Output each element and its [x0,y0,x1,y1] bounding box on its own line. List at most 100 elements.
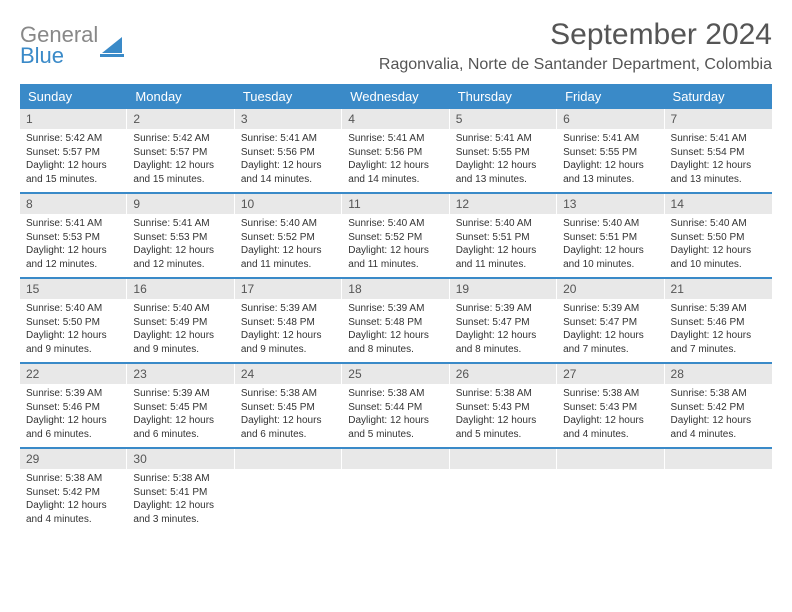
day-number: 4 [342,109,449,129]
day-number: . [450,449,557,469]
day-details: Sunrise: 5:38 AMSunset: 5:44 PMDaylight:… [342,384,449,447]
weekday-header: Tuesday [235,84,342,109]
day-number: 8 [20,194,127,214]
calendar-day: 22Sunrise: 5:39 AMSunset: 5:46 PMDayligh… [20,364,127,447]
day-number: 22 [20,364,127,384]
calendar-day: 6Sunrise: 5:41 AMSunset: 5:55 PMDaylight… [557,109,664,192]
day-number: 6 [557,109,664,129]
day-details: Sunrise: 5:39 AMSunset: 5:47 PMDaylight:… [450,299,557,362]
logo: General Blue [20,18,126,67]
day-number: 14 [665,194,772,214]
day-number: 25 [342,364,449,384]
month-title: September 2024 [379,18,772,52]
calendar-day: 1Sunrise: 5:42 AMSunset: 5:57 PMDaylight… [20,109,127,192]
day-number: 7 [665,109,772,129]
calendar-day: . [557,449,664,532]
weekday-header: Saturday [665,84,772,109]
day-details: Sunrise: 5:40 AMSunset: 5:52 PMDaylight:… [342,214,449,277]
day-details: Sunrise: 5:39 AMSunset: 5:47 PMDaylight:… [557,299,664,362]
day-number: 15 [20,279,127,299]
day-details: Sunrise: 5:41 AMSunset: 5:55 PMDaylight:… [450,129,557,192]
day-details: Sunrise: 5:38 AMSunset: 5:45 PMDaylight:… [235,384,342,447]
day-number: 28 [665,364,772,384]
day-details: Sunrise: 5:40 AMSunset: 5:49 PMDaylight:… [127,299,234,362]
calendar-day: 16Sunrise: 5:40 AMSunset: 5:49 PMDayligh… [127,279,234,362]
calendar-day: 2Sunrise: 5:42 AMSunset: 5:57 PMDaylight… [127,109,234,192]
day-number: 11 [342,194,449,214]
day-number: 16 [127,279,234,299]
day-details: Sunrise: 5:41 AMSunset: 5:53 PMDaylight:… [127,214,234,277]
day-details: Sunrise: 5:42 AMSunset: 5:57 PMDaylight:… [20,129,127,192]
weekday-header: Wednesday [342,84,449,109]
day-details: Sunrise: 5:39 AMSunset: 5:45 PMDaylight:… [127,384,234,447]
day-number: 18 [342,279,449,299]
calendar-day: 23Sunrise: 5:39 AMSunset: 5:45 PMDayligh… [127,364,234,447]
calendar-day: 28Sunrise: 5:38 AMSunset: 5:42 PMDayligh… [665,364,772,447]
calendar-day: 8Sunrise: 5:41 AMSunset: 5:53 PMDaylight… [20,194,127,277]
day-details: Sunrise: 5:38 AMSunset: 5:42 PMDaylight:… [20,469,127,532]
weekday-header: Sunday [20,84,127,109]
calendar-day: 7Sunrise: 5:41 AMSunset: 5:54 PMDaylight… [665,109,772,192]
calendar-day: 14Sunrise: 5:40 AMSunset: 5:50 PMDayligh… [665,194,772,277]
calendar-day: . [665,449,772,532]
calendar-body: 1Sunrise: 5:42 AMSunset: 5:57 PMDaylight… [20,109,772,532]
calendar-day: 27Sunrise: 5:38 AMSunset: 5:43 PMDayligh… [557,364,664,447]
calendar-day: 4Sunrise: 5:41 AMSunset: 5:56 PMDaylight… [342,109,449,192]
calendar-week: 29Sunrise: 5:38 AMSunset: 5:42 PMDayligh… [20,449,772,532]
day-details: Sunrise: 5:38 AMSunset: 5:41 PMDaylight:… [127,469,234,532]
calendar-day: 18Sunrise: 5:39 AMSunset: 5:48 PMDayligh… [342,279,449,362]
day-number: 19 [450,279,557,299]
logo-text-2: Blue [20,45,98,67]
weekday-header: Friday [557,84,664,109]
day-details: Sunrise: 5:39 AMSunset: 5:48 PMDaylight:… [342,299,449,362]
day-number: 12 [450,194,557,214]
day-number: 26 [450,364,557,384]
calendar-day: 5Sunrise: 5:41 AMSunset: 5:55 PMDaylight… [450,109,557,192]
day-details: Sunrise: 5:40 AMSunset: 5:52 PMDaylight:… [235,214,342,277]
calendar-week: 8Sunrise: 5:41 AMSunset: 5:53 PMDaylight… [20,194,772,279]
day-details: Sunrise: 5:41 AMSunset: 5:54 PMDaylight:… [665,129,772,192]
calendar-day: 30Sunrise: 5:38 AMSunset: 5:41 PMDayligh… [127,449,234,532]
calendar-day: 13Sunrise: 5:40 AMSunset: 5:51 PMDayligh… [557,194,664,277]
calendar-day: 10Sunrise: 5:40 AMSunset: 5:52 PMDayligh… [235,194,342,277]
day-details: Sunrise: 5:40 AMSunset: 5:51 PMDaylight:… [557,214,664,277]
calendar-day: 24Sunrise: 5:38 AMSunset: 5:45 PMDayligh… [235,364,342,447]
calendar: SundayMondayTuesdayWednesdayThursdayFrid… [20,84,772,532]
day-number: 30 [127,449,234,469]
day-number: 20 [557,279,664,299]
calendar-day: . [235,449,342,532]
calendar-day: 29Sunrise: 5:38 AMSunset: 5:42 PMDayligh… [20,449,127,532]
calendar-day: . [450,449,557,532]
day-number: 21 [665,279,772,299]
calendar-week: 15Sunrise: 5:40 AMSunset: 5:50 PMDayligh… [20,279,772,364]
day-details: Sunrise: 5:38 AMSunset: 5:43 PMDaylight:… [450,384,557,447]
calendar-day: 15Sunrise: 5:40 AMSunset: 5:50 PMDayligh… [20,279,127,362]
calendar-day: . [342,449,449,532]
day-number: 29 [20,449,127,469]
day-details: Sunrise: 5:39 AMSunset: 5:48 PMDaylight:… [235,299,342,362]
logo-sail-icon [100,35,126,57]
page-header: General Blue September 2024 Ragonvalia, … [20,18,772,74]
day-number: . [342,449,449,469]
day-number: 2 [127,109,234,129]
day-number: 24 [235,364,342,384]
day-number: 23 [127,364,234,384]
day-number: 5 [450,109,557,129]
calendar-day: 19Sunrise: 5:39 AMSunset: 5:47 PMDayligh… [450,279,557,362]
day-number: 1 [20,109,127,129]
day-number: 10 [235,194,342,214]
day-details: Sunrise: 5:41 AMSunset: 5:56 PMDaylight:… [235,129,342,192]
day-number: 27 [557,364,664,384]
title-block: September 2024 Ragonvalia, Norte de Sant… [379,18,772,74]
day-details: Sunrise: 5:38 AMSunset: 5:42 PMDaylight:… [665,384,772,447]
calendar-day: 3Sunrise: 5:41 AMSunset: 5:56 PMDaylight… [235,109,342,192]
calendar-week: 22Sunrise: 5:39 AMSunset: 5:46 PMDayligh… [20,364,772,449]
day-details: Sunrise: 5:42 AMSunset: 5:57 PMDaylight:… [127,129,234,192]
day-number: 13 [557,194,664,214]
calendar-week: 1Sunrise: 5:42 AMSunset: 5:57 PMDaylight… [20,109,772,194]
day-number: 9 [127,194,234,214]
day-details: Sunrise: 5:41 AMSunset: 5:56 PMDaylight:… [342,129,449,192]
day-details: Sunrise: 5:40 AMSunset: 5:50 PMDaylight:… [20,299,127,362]
calendar-day: 25Sunrise: 5:38 AMSunset: 5:44 PMDayligh… [342,364,449,447]
calendar-day: 26Sunrise: 5:38 AMSunset: 5:43 PMDayligh… [450,364,557,447]
